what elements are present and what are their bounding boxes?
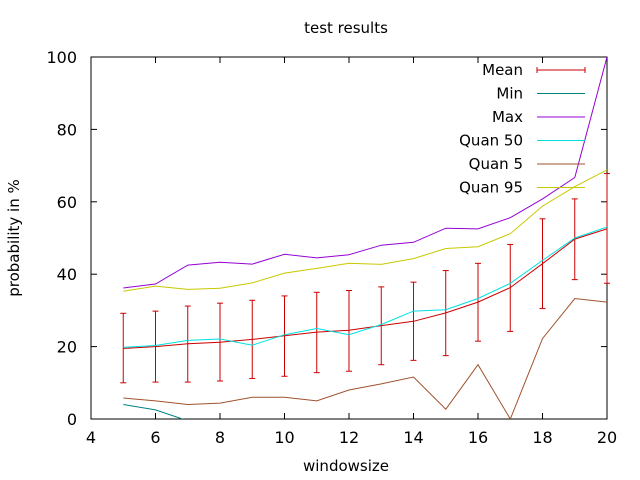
x-tick-label: 20	[597, 428, 617, 447]
legend-label: Quan 5	[469, 155, 523, 173]
legend-label: Mean	[482, 61, 523, 79]
legend: Mean Min Max Quan 50 Quan 5 Quan 95	[459, 61, 586, 197]
y-tick-label: 100	[46, 48, 77, 67]
y-axis-title: probability in %	[5, 179, 23, 297]
x-tick-label: 18	[532, 428, 552, 447]
x-tick-label: 4	[86, 428, 96, 447]
series-line-quan-50	[123, 226, 607, 348]
series-line-quan-5	[123, 297, 607, 419]
series-lines	[123, 57, 607, 419]
x-tick-label: 14	[403, 428, 423, 447]
x-axis-title: windowsize	[303, 457, 389, 475]
y-tick-label: 40	[57, 265, 77, 284]
legend-label: Max	[492, 108, 523, 126]
x-tick-label: 12	[339, 428, 359, 447]
series-line-mean	[123, 228, 607, 349]
y-tick-label: 80	[57, 120, 77, 139]
y-tick-label: 20	[57, 338, 77, 357]
x-tick-label: 10	[274, 428, 294, 447]
y-tick-label: 60	[57, 193, 77, 212]
y-tick-label: 0	[67, 410, 77, 429]
x-tick-label: 16	[468, 428, 488, 447]
legend-label: Quan 95	[459, 179, 523, 197]
series-line-max	[123, 57, 607, 289]
x-tick-label: 6	[150, 428, 160, 447]
series-line-min	[123, 404, 185, 419]
x-tick-label: 8	[215, 428, 225, 447]
series-line-quan-95	[123, 169, 607, 292]
legend-label: Quan 50	[459, 132, 523, 150]
chart-title: test results	[304, 19, 388, 37]
error-bars	[120, 173, 610, 384]
legend-label: Min	[496, 85, 523, 103]
axis-ticks: 4 6 8 10 12 14 16 18 20 0 20 40 60 80 100	[46, 48, 617, 447]
